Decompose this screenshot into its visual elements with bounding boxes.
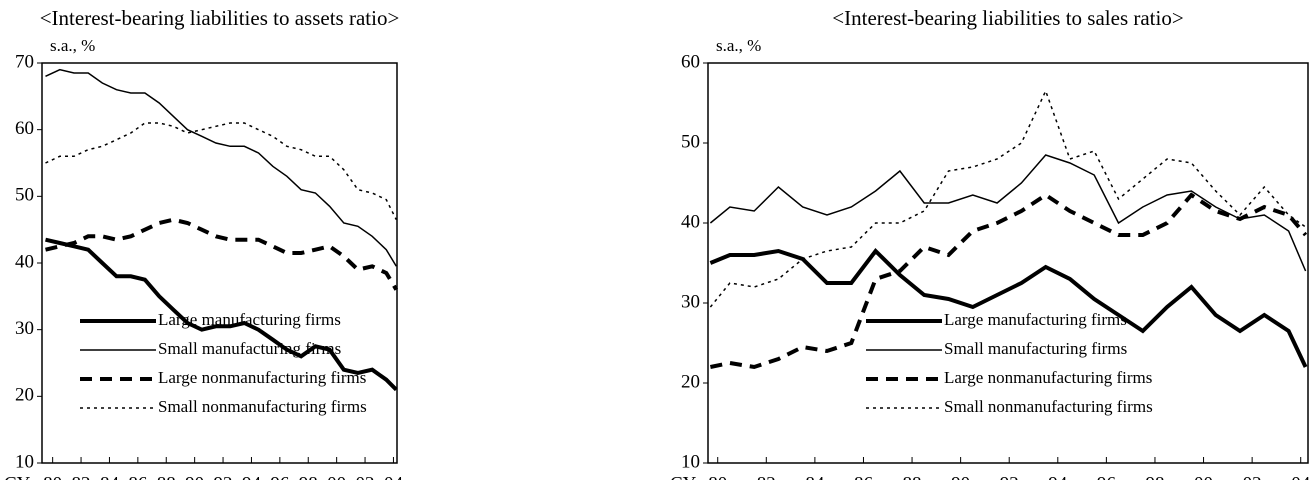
series-line [709, 89, 1307, 308]
legend-label: Small nonmanufacturing firms [158, 397, 367, 416]
y-tick-label: 50 [681, 131, 700, 152]
x-tick-label: 00 [1194, 473, 1213, 480]
x-tick-label: 80 [708, 473, 727, 480]
x-tick-label: 90 [185, 473, 204, 480]
x-tick-label: 86 [854, 473, 873, 480]
x-tick-label: 02 [1243, 473, 1262, 480]
x-tick-label: 88 [903, 473, 922, 480]
y-tick-label: 50 [15, 185, 34, 206]
series-line [709, 154, 1307, 272]
x-tick-label: 04 [384, 473, 404, 480]
y-tick-label: 30 [15, 318, 34, 339]
x-tick-label: 88 [157, 473, 176, 480]
x-tick-label: 82 [72, 473, 91, 480]
x-tick-label: 00 [327, 473, 346, 480]
y-tick-label: 70 [15, 51, 34, 72]
x-tick-label: 94 [1048, 473, 1068, 480]
y-tick-label: 40 [15, 251, 34, 272]
legend-label: Large manufacturing firms [944, 310, 1127, 329]
y-tick-label: 10 [681, 451, 700, 472]
x-tick-label: 82 [757, 473, 776, 480]
legend-label: Large nonmanufacturing firms [158, 368, 366, 387]
series-line [45, 122, 397, 221]
legend-label: Small manufacturing firms [944, 339, 1127, 358]
y-tick-label: 10 [15, 451, 34, 472]
x-tick-label: 84 [805, 473, 825, 480]
series-line [45, 68, 397, 267]
y-tick-label: 60 [15, 118, 34, 139]
y-tick-label: 30 [681, 291, 700, 312]
legend-label: Large nonmanufacturing firms [944, 368, 1152, 387]
series-line [709, 192, 1308, 370]
plot-frame [707, 62, 1309, 464]
y-tick-label: 20 [681, 371, 700, 392]
x-prefix: CY [4, 473, 31, 480]
chart-title: <Interest-bearing liabilities to assets … [40, 6, 400, 30]
series-line [45, 237, 398, 392]
y-unit: s.a., % [50, 36, 95, 55]
legend-label: Large manufacturing firms [158, 310, 341, 329]
x-tick-label: 92 [1000, 473, 1019, 480]
x-tick-label: 86 [128, 473, 147, 480]
x-tick-label: 04 [1291, 473, 1311, 480]
x-tick-label: 94 [242, 473, 262, 480]
x-tick-label: 02 [356, 473, 375, 480]
x-tick-label: 84 [100, 473, 120, 480]
x-tick-label: 98 [1145, 473, 1164, 480]
y-tick-label: 40 [681, 211, 700, 232]
series-line [45, 217, 399, 291]
y-tick-label: 60 [681, 51, 700, 72]
x-tick-label: 96 [1097, 473, 1116, 480]
x-prefix: CY [670, 473, 697, 480]
chart-title: <Interest-bearing liabilities to sales r… [832, 6, 1183, 30]
x-tick-label: 96 [270, 473, 289, 480]
series-line [709, 247, 1308, 368]
legend-label: Small manufacturing firms [158, 339, 341, 358]
y-unit: s.a., % [716, 36, 761, 55]
x-tick-label: 98 [299, 473, 318, 480]
x-tick-label: 90 [951, 473, 970, 480]
x-tick-label: 80 [43, 473, 62, 480]
x-tick-label: 92 [214, 473, 233, 480]
y-tick-label: 20 [15, 385, 34, 406]
legend-label: Small nonmanufacturing firms [944, 397, 1153, 416]
